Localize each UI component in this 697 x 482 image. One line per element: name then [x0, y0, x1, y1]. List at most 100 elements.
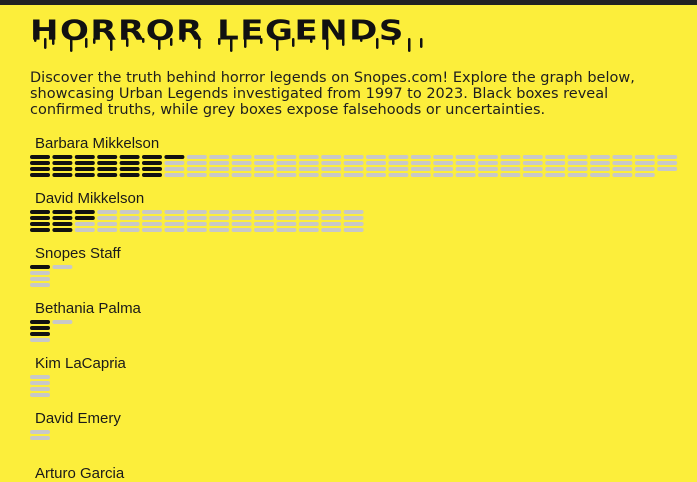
false-legend-box [119, 216, 140, 220]
false-legend-box [500, 155, 521, 159]
true-legend-box [52, 173, 73, 177]
true-legend-box [74, 155, 95, 159]
false-legend-box [209, 167, 230, 171]
false-legend-box [388, 167, 409, 171]
false-legend-box [276, 173, 297, 177]
drip-mark [276, 38, 279, 51]
false-legend-box [366, 161, 386, 165]
author-label: Arturo Garcia [35, 465, 125, 482]
true-legend-box [30, 222, 50, 226]
false-legend-box [276, 222, 297, 226]
false-legend-box [142, 228, 162, 232]
drip-mark [52, 38, 55, 45]
author-label: Kim LaCapria [35, 355, 126, 372]
true-legend-box [52, 167, 73, 171]
false-legend-box [276, 167, 297, 171]
false-legend-box [612, 155, 633, 159]
false-legend-box [545, 167, 566, 171]
false-legend-box [209, 173, 230, 177]
false-legend-box [298, 216, 319, 220]
false-legend-box [321, 173, 342, 177]
false-legend-box [30, 387, 50, 391]
false-legend-box [186, 173, 207, 177]
false-legend-box [298, 222, 319, 226]
drip-mark [260, 38, 263, 44]
drip-mark [292, 38, 295, 47]
false-legend-box [321, 167, 342, 171]
false-legend-box [634, 173, 655, 177]
true-legend-box [30, 332, 50, 336]
false-legend-box [186, 222, 207, 226]
false-legend-box [231, 155, 252, 159]
false-legend-box [478, 173, 498, 177]
waffle-bar [30, 155, 678, 177]
false-legend-box [478, 161, 498, 165]
false-legend-box [186, 228, 207, 232]
true-legend-box [142, 173, 162, 177]
false-legend-box [276, 210, 297, 214]
false-legend-box [567, 161, 588, 165]
false-legend-box [321, 155, 342, 159]
false-legend-box [119, 228, 140, 232]
false-legend-box [410, 155, 431, 159]
waffle-bar [30, 265, 73, 287]
false-legend-box [500, 173, 521, 177]
false-legend-box [30, 277, 50, 281]
waffle-bar [30, 430, 50, 440]
true-legend-box [119, 155, 140, 159]
true-legend-box [30, 210, 50, 214]
false-legend-box [186, 161, 207, 165]
false-legend-box [30, 375, 50, 379]
false-legend-box [522, 155, 543, 159]
false-legend-box [276, 228, 297, 232]
true-legend-box [97, 161, 118, 165]
drip-mark [408, 38, 411, 52]
false-legend-box [119, 222, 140, 226]
true-legend-box [74, 216, 95, 220]
true-legend-box [74, 167, 95, 171]
false-legend-box [74, 222, 95, 226]
false-legend-box [433, 167, 454, 171]
drip-mark [85, 38, 88, 48]
false-legend-box [254, 155, 274, 159]
false-legend-box [612, 167, 633, 171]
false-legend-box [343, 155, 364, 159]
false-legend-box [545, 173, 566, 177]
false-legend-box [97, 210, 118, 214]
false-legend-box [254, 228, 274, 232]
top-bar [0, 0, 697, 5]
true-legend-box [30, 265, 50, 269]
false-legend-box [254, 161, 274, 165]
false-legend-box [343, 216, 364, 220]
drip-mark [218, 38, 221, 45]
true-legend-box [52, 210, 73, 214]
false-legend-box [343, 173, 364, 177]
false-legend-box [231, 167, 252, 171]
false-legend-box [209, 216, 230, 220]
false-legend-box [164, 173, 185, 177]
false-legend-box [500, 167, 521, 171]
true-legend-box [30, 326, 50, 330]
false-legend-box [298, 228, 319, 232]
false-legend-box [254, 216, 274, 220]
false-legend-box [254, 210, 274, 214]
false-legend-box [657, 161, 678, 165]
false-legend-box [388, 155, 409, 159]
false-legend-box [186, 210, 207, 214]
drip-mark [198, 38, 201, 49]
waffle-bar [30, 320, 73, 342]
drip-mark [326, 38, 329, 50]
false-legend-box [657, 167, 678, 171]
false-legend-box [343, 222, 364, 226]
false-legend-box [433, 173, 454, 177]
false-legend-box [30, 338, 50, 342]
false-legend-box [164, 222, 185, 226]
false-legend-box [590, 161, 610, 165]
false-legend-box [545, 161, 566, 165]
author-label: Bethania Palma [35, 300, 141, 317]
false-legend-box [657, 155, 678, 159]
false-legend-box [522, 173, 543, 177]
false-legend-box [321, 216, 342, 220]
false-legend-box [366, 155, 386, 159]
false-legend-box [74, 228, 95, 232]
